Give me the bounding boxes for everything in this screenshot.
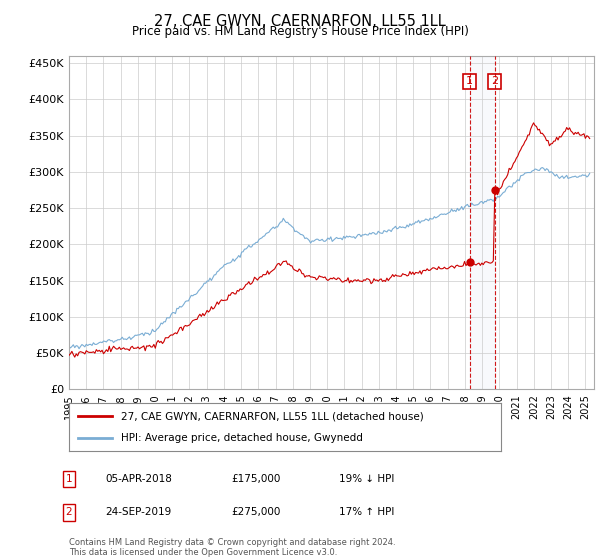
Text: 24-SEP-2019: 24-SEP-2019	[105, 507, 171, 517]
Text: 2: 2	[65, 507, 73, 517]
Text: 19% ↓ HPI: 19% ↓ HPI	[339, 474, 394, 484]
Text: 05-APR-2018: 05-APR-2018	[105, 474, 172, 484]
Text: 2: 2	[491, 76, 498, 86]
Text: £175,000: £175,000	[231, 474, 280, 484]
Bar	[470, 56, 494, 389]
Text: 1: 1	[65, 474, 73, 484]
Text: HPI: Average price, detached house, Gwynedd: HPI: Average price, detached house, Gwyn…	[121, 433, 363, 443]
Text: 27, CAE GWYN, CAERNARFON, LL55 1LL (detached house): 27, CAE GWYN, CAERNARFON, LL55 1LL (deta…	[121, 411, 424, 421]
Text: 27, CAE GWYN, CAERNARFON, LL55 1LL: 27, CAE GWYN, CAERNARFON, LL55 1LL	[154, 14, 446, 29]
Text: Contains HM Land Registry data © Crown copyright and database right 2024.
This d: Contains HM Land Registry data © Crown c…	[69, 538, 395, 557]
Text: 1: 1	[466, 76, 473, 86]
Text: Price paid vs. HM Land Registry's House Price Index (HPI): Price paid vs. HM Land Registry's House …	[131, 25, 469, 38]
Text: £275,000: £275,000	[231, 507, 280, 517]
Text: 17% ↑ HPI: 17% ↑ HPI	[339, 507, 394, 517]
